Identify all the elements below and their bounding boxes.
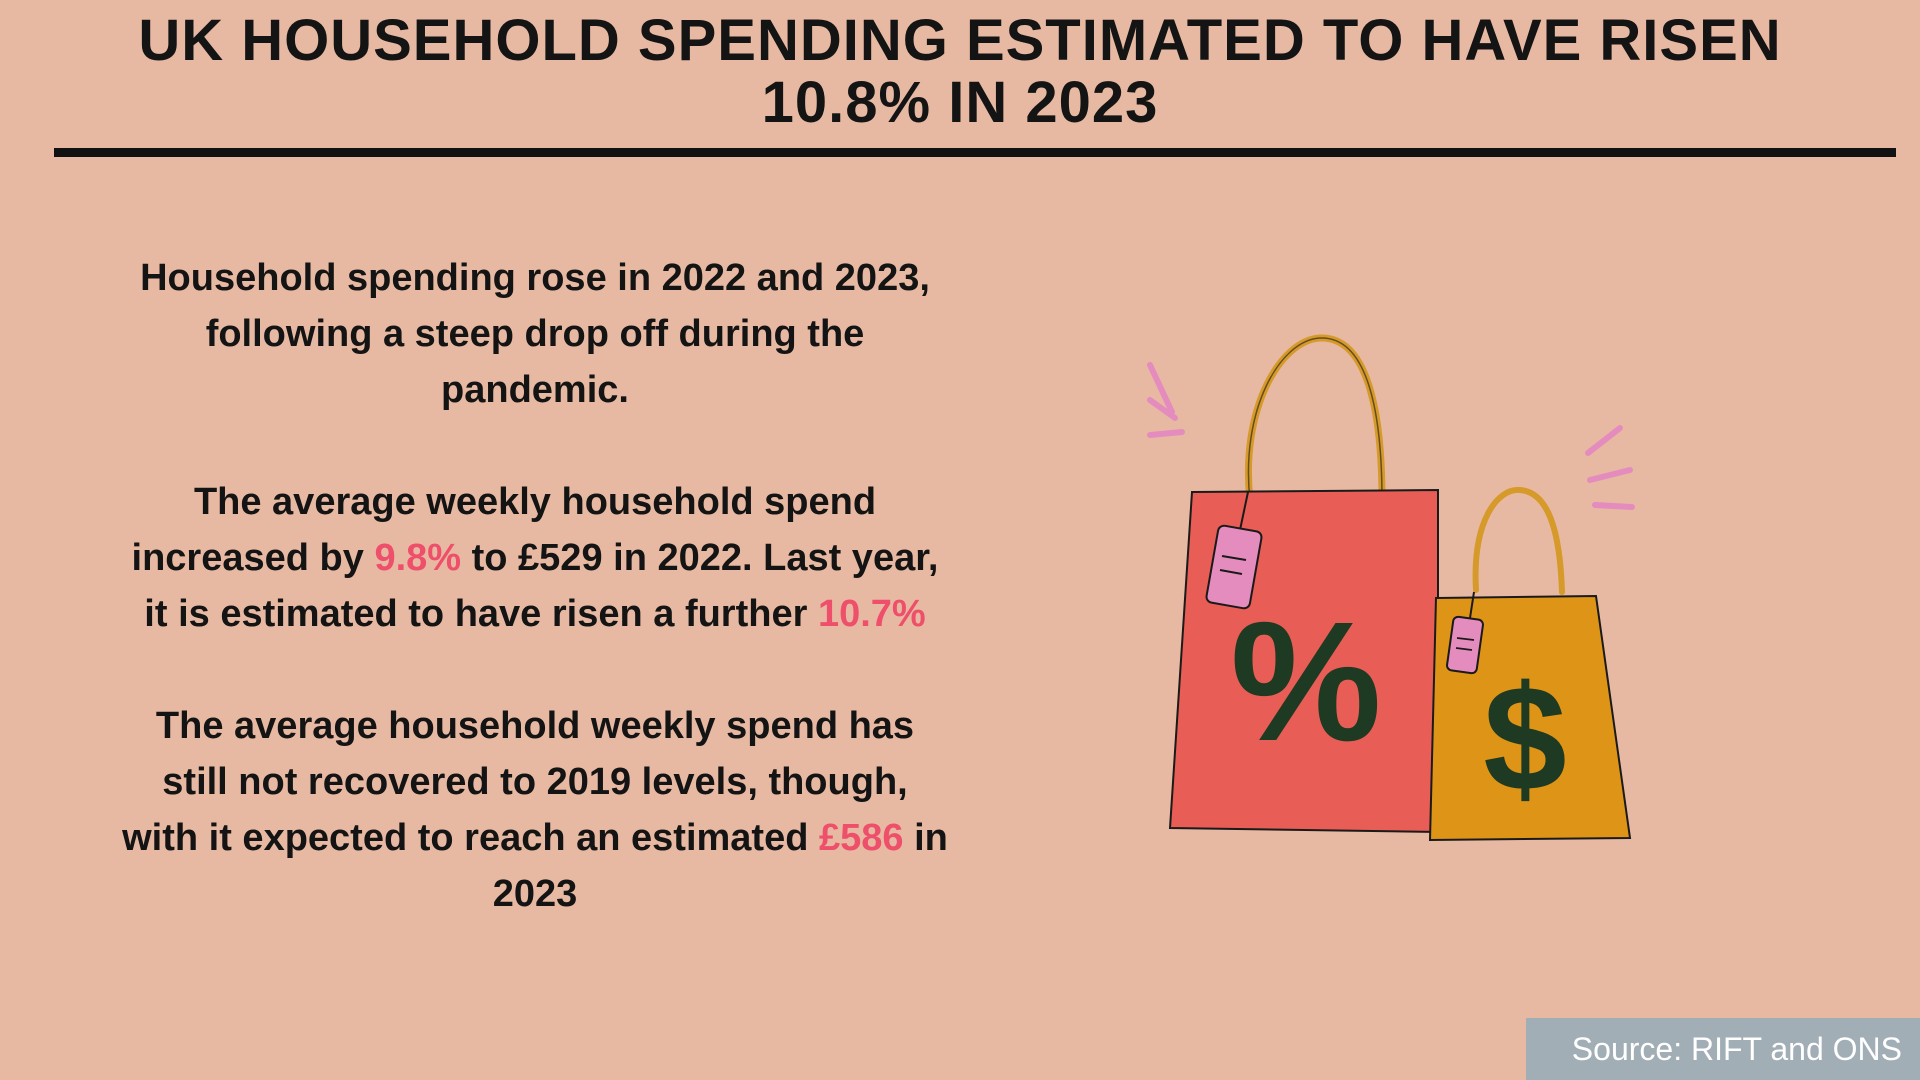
paragraph-weekly-spend: The average weekly household spend incre…	[120, 474, 950, 642]
sparkle-lines-icon	[1147, 362, 1185, 438]
highlight-2023-increase: 10.7%	[817, 593, 926, 635]
highlight-2022-increase: 9.8%	[374, 537, 462, 579]
paragraph-intro-text: Household spending rose in 2022 and 2023…	[140, 257, 930, 411]
price-tag-icon	[1446, 591, 1484, 675]
paragraph-intro: Household spending rose in 2022 and 2023…	[120, 250, 950, 418]
bag-handle	[1245, 334, 1386, 504]
paragraph-recovery: The average household weekly spend has s…	[120, 698, 950, 922]
highlight-2023-spend: £586	[818, 817, 904, 859]
page-title: UK HOUSEHOLD SPENDING ESTIMATED TO HAVE …	[40, 10, 1880, 134]
bag-small-symbol: $	[1483, 654, 1566, 822]
shopping-bag-dollar-icon: $	[1428, 594, 1632, 842]
source-caption: Source: RIFT and ONS	[1526, 1018, 1920, 1080]
paragraph-recovery-text-a: The average household weekly spend has s…	[122, 705, 915, 859]
body-text: Household spending rose in 2022 and 2023…	[120, 250, 950, 978]
paragraph-weekly-spend-text-b: to £529 in 2022. Last year, it is estima…	[144, 537, 939, 635]
title-divider	[54, 148, 1896, 157]
shopping-bag-percent-icon: %	[1168, 488, 1439, 834]
title-line-2: 10.8% IN 2023	[761, 70, 1159, 135]
shopping-bags-illustration: % $	[1147, 334, 1635, 842]
paragraph-recovery-text-b: in 2023	[492, 817, 948, 915]
price-tag-icon	[1205, 491, 1263, 610]
title-line-1: UK HOUSEHOLD SPENDING ESTIMATED TO HAVE …	[138, 8, 1782, 73]
bag-large-symbol: %	[1230, 587, 1381, 777]
sparkle-lines-icon	[1585, 425, 1635, 510]
paragraph-weekly-spend-text-a: The average weekly household spend incre…	[131, 481, 877, 579]
bag-handle	[1472, 486, 1565, 595]
